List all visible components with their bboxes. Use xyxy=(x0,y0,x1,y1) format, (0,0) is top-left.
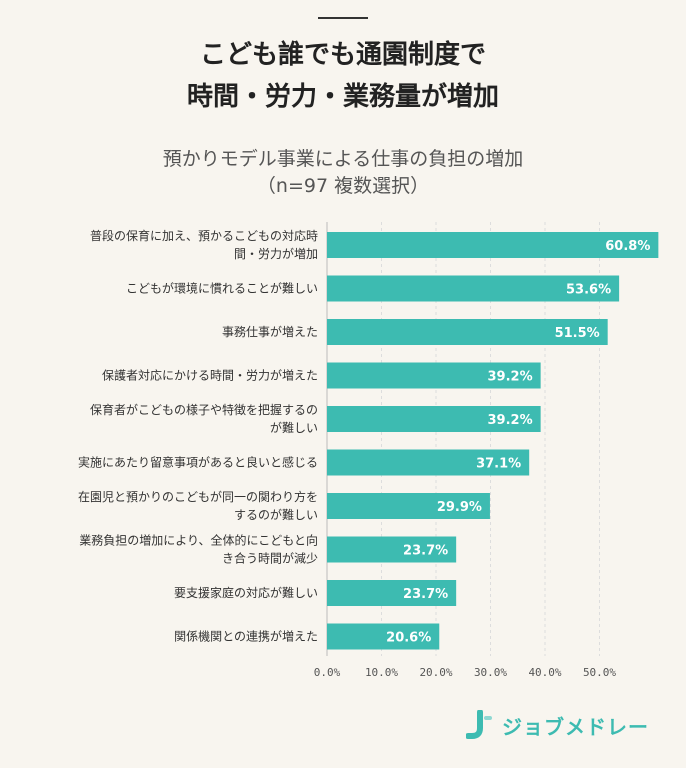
data-label: 51.5% xyxy=(555,326,600,341)
category-label: 要支援家庭の対応が難しい xyxy=(174,585,318,600)
logo-mark-icon xyxy=(466,710,492,739)
x-tick-label: 10.0% xyxy=(365,666,398,679)
data-label: 23.7% xyxy=(403,544,448,559)
title-line-2: 時間・労力・業務量が増加 xyxy=(186,82,499,112)
category-label: 関係機関との連携が増えた xyxy=(174,629,318,644)
category-label: が難しい xyxy=(270,420,318,435)
bar xyxy=(327,493,490,519)
data-label: 60.8% xyxy=(605,239,650,254)
category-label: 間・労力が増加 xyxy=(234,246,318,261)
brand-logo: ジョブメドレー xyxy=(466,710,649,740)
data-label: 23.7% xyxy=(403,587,448,602)
title-line-1: こども誰でも通園制度で xyxy=(199,40,486,70)
category-label: き合う時間が減少 xyxy=(222,551,318,566)
chart-subtitle: （n=97 複数選択） xyxy=(256,175,430,197)
x-tick-label: 30.0% xyxy=(474,666,507,679)
bar xyxy=(327,362,541,389)
bar xyxy=(327,406,541,432)
bar xyxy=(327,623,440,650)
chart-subtitle-block: 預かりモデル事業による仕事の負担の増加 （n=97 複数選択） xyxy=(0,146,686,200)
category-label: 事務仕事が増えた xyxy=(222,324,318,339)
bar xyxy=(327,275,620,302)
title-divider xyxy=(318,17,368,19)
bar-chart: 0.0% 10.0% 20.0% 30.0% 40.0% 50.0% 60.8% 普段の保育に… xyxy=(78,222,659,679)
logo-text: ジョブメドレー xyxy=(502,714,649,739)
category-label: するのが難しい xyxy=(234,507,318,522)
bar xyxy=(327,536,457,563)
category-label: 実施にあたり留意事項があると良いと感じる xyxy=(78,455,318,470)
chart-title: 預かりモデル事業による仕事の負担の増加 xyxy=(162,148,524,170)
x-tick-label: 20.0% xyxy=(419,666,452,679)
x-tick-label: 50.0% xyxy=(583,666,616,679)
category-label: こどもが環境に慣れることが難しい xyxy=(126,281,318,296)
data-label: 39.2% xyxy=(488,370,533,385)
bar xyxy=(327,319,608,345)
category-label: 在園児と預かりのこどもが同一の関わり方を xyxy=(78,489,318,504)
data-label: 20.6% xyxy=(386,631,431,646)
data-label: 29.9% xyxy=(437,500,482,515)
category-label: 業務負担の増加により、全体的にこどもと向 xyxy=(79,533,318,548)
category-label: 普段の保育に加え、預かるこどもの対応時 xyxy=(90,228,318,243)
category-label: 保護者対応にかける時間・労力が増えた xyxy=(102,368,318,383)
x-tick-label: 0.0% xyxy=(314,666,341,679)
data-label: 37.1% xyxy=(476,457,521,472)
data-label: 53.6% xyxy=(566,283,611,298)
category-label: 保育者がこどもの様子や特徴を把握するの xyxy=(90,402,318,417)
bar xyxy=(327,449,530,476)
page-title: こども誰でも通園制度で 時間・労力・業務量が増加 xyxy=(0,34,686,118)
x-tick-label: 40.0% xyxy=(528,666,561,679)
data-label: 39.2% xyxy=(488,413,533,428)
bar xyxy=(327,232,659,258)
bar xyxy=(327,580,457,606)
